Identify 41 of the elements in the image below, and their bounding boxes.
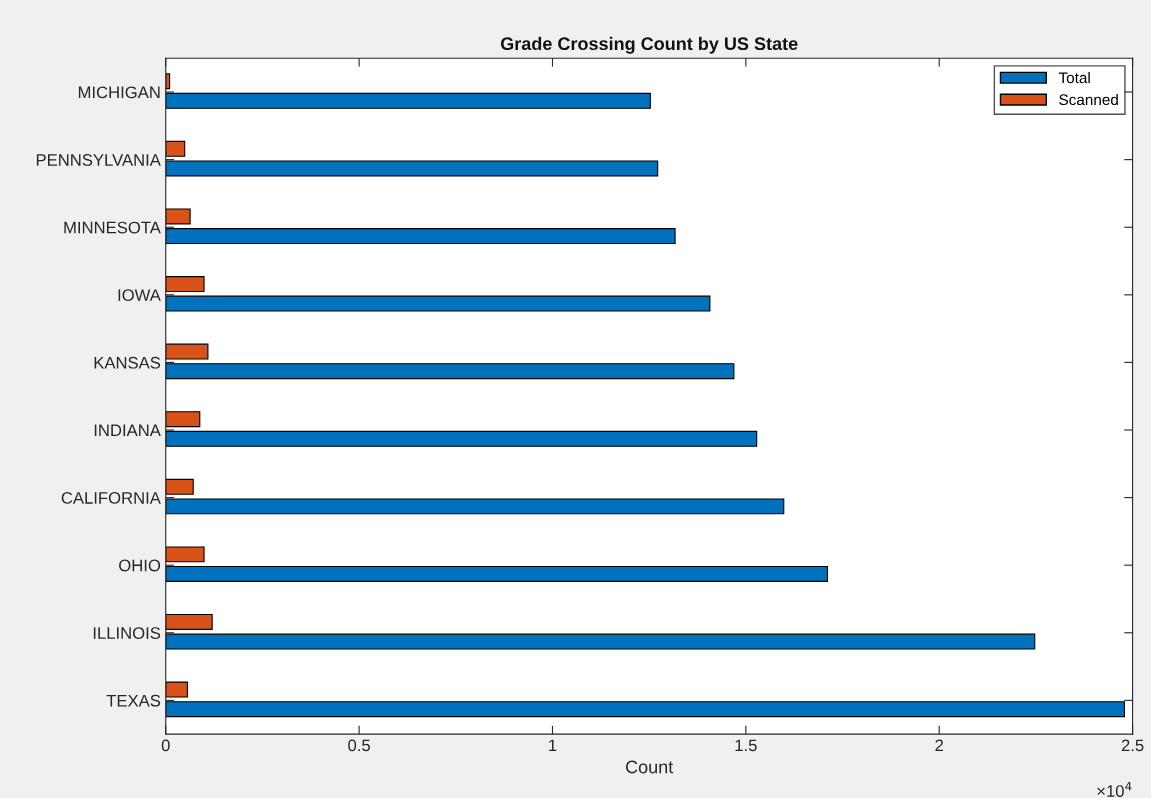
- y-tick-label: PENNSYLVANIA: [36, 154, 161, 166]
- bar: [165, 546, 205, 563]
- bar: [165, 228, 676, 245]
- bar: [165, 478, 194, 495]
- bar: [165, 208, 191, 225]
- bar: [165, 276, 205, 292]
- bar: [165, 681, 188, 698]
- bar: [165, 633, 1036, 650]
- bar: [165, 613, 213, 630]
- bar: [165, 363, 735, 380]
- text: ×10$^{4}$: [1097, 781, 1132, 797]
- legend-label: Total: [1058, 72, 1090, 84]
- y-tick-label: CALIFORNIA: [61, 491, 161, 504]
- x-tick-label: 2: [935, 739, 944, 752]
- x-axis-title: Count: [625, 760, 674, 774]
- y-tick-label: TEXAS: [106, 694, 161, 707]
- y-tick-label: ILLINOIS: [93, 627, 161, 639]
- bar: [165, 498, 785, 515]
- y-tick-label: KANSAS: [94, 356, 161, 369]
- y-tick-label: INDIANA: [94, 424, 161, 437]
- y-tick-label: MICHIGAN: [78, 86, 160, 99]
- x-tick-label: 2.5: [1121, 739, 1144, 752]
- bar: [165, 430, 758, 447]
- legend-label: Scanned: [1059, 93, 1118, 106]
- y-tick-label: MINNESOTA: [64, 221, 161, 234]
- y-tick-label: OHIO: [119, 559, 161, 572]
- bar: [165, 73, 171, 90]
- bar: [165, 160, 659, 177]
- x-tick-label: 0: [161, 739, 170, 752]
- bar: [165, 92, 651, 109]
- bar: [165, 140, 186, 157]
- bar: [165, 295, 711, 312]
- bar: [165, 411, 201, 428]
- bar: [165, 565, 829, 582]
- bar: [165, 701, 1126, 718]
- bar: [165, 343, 209, 360]
- x-tick-label: 1.5: [735, 739, 757, 752]
- x-tick-label: 0.5: [348, 739, 370, 752]
- y-tick-label: IOWA: [118, 289, 161, 302]
- x-tick-label: 1: [549, 739, 557, 752]
- chart-title: Grade Crossing Count by US State: [500, 36, 798, 54]
